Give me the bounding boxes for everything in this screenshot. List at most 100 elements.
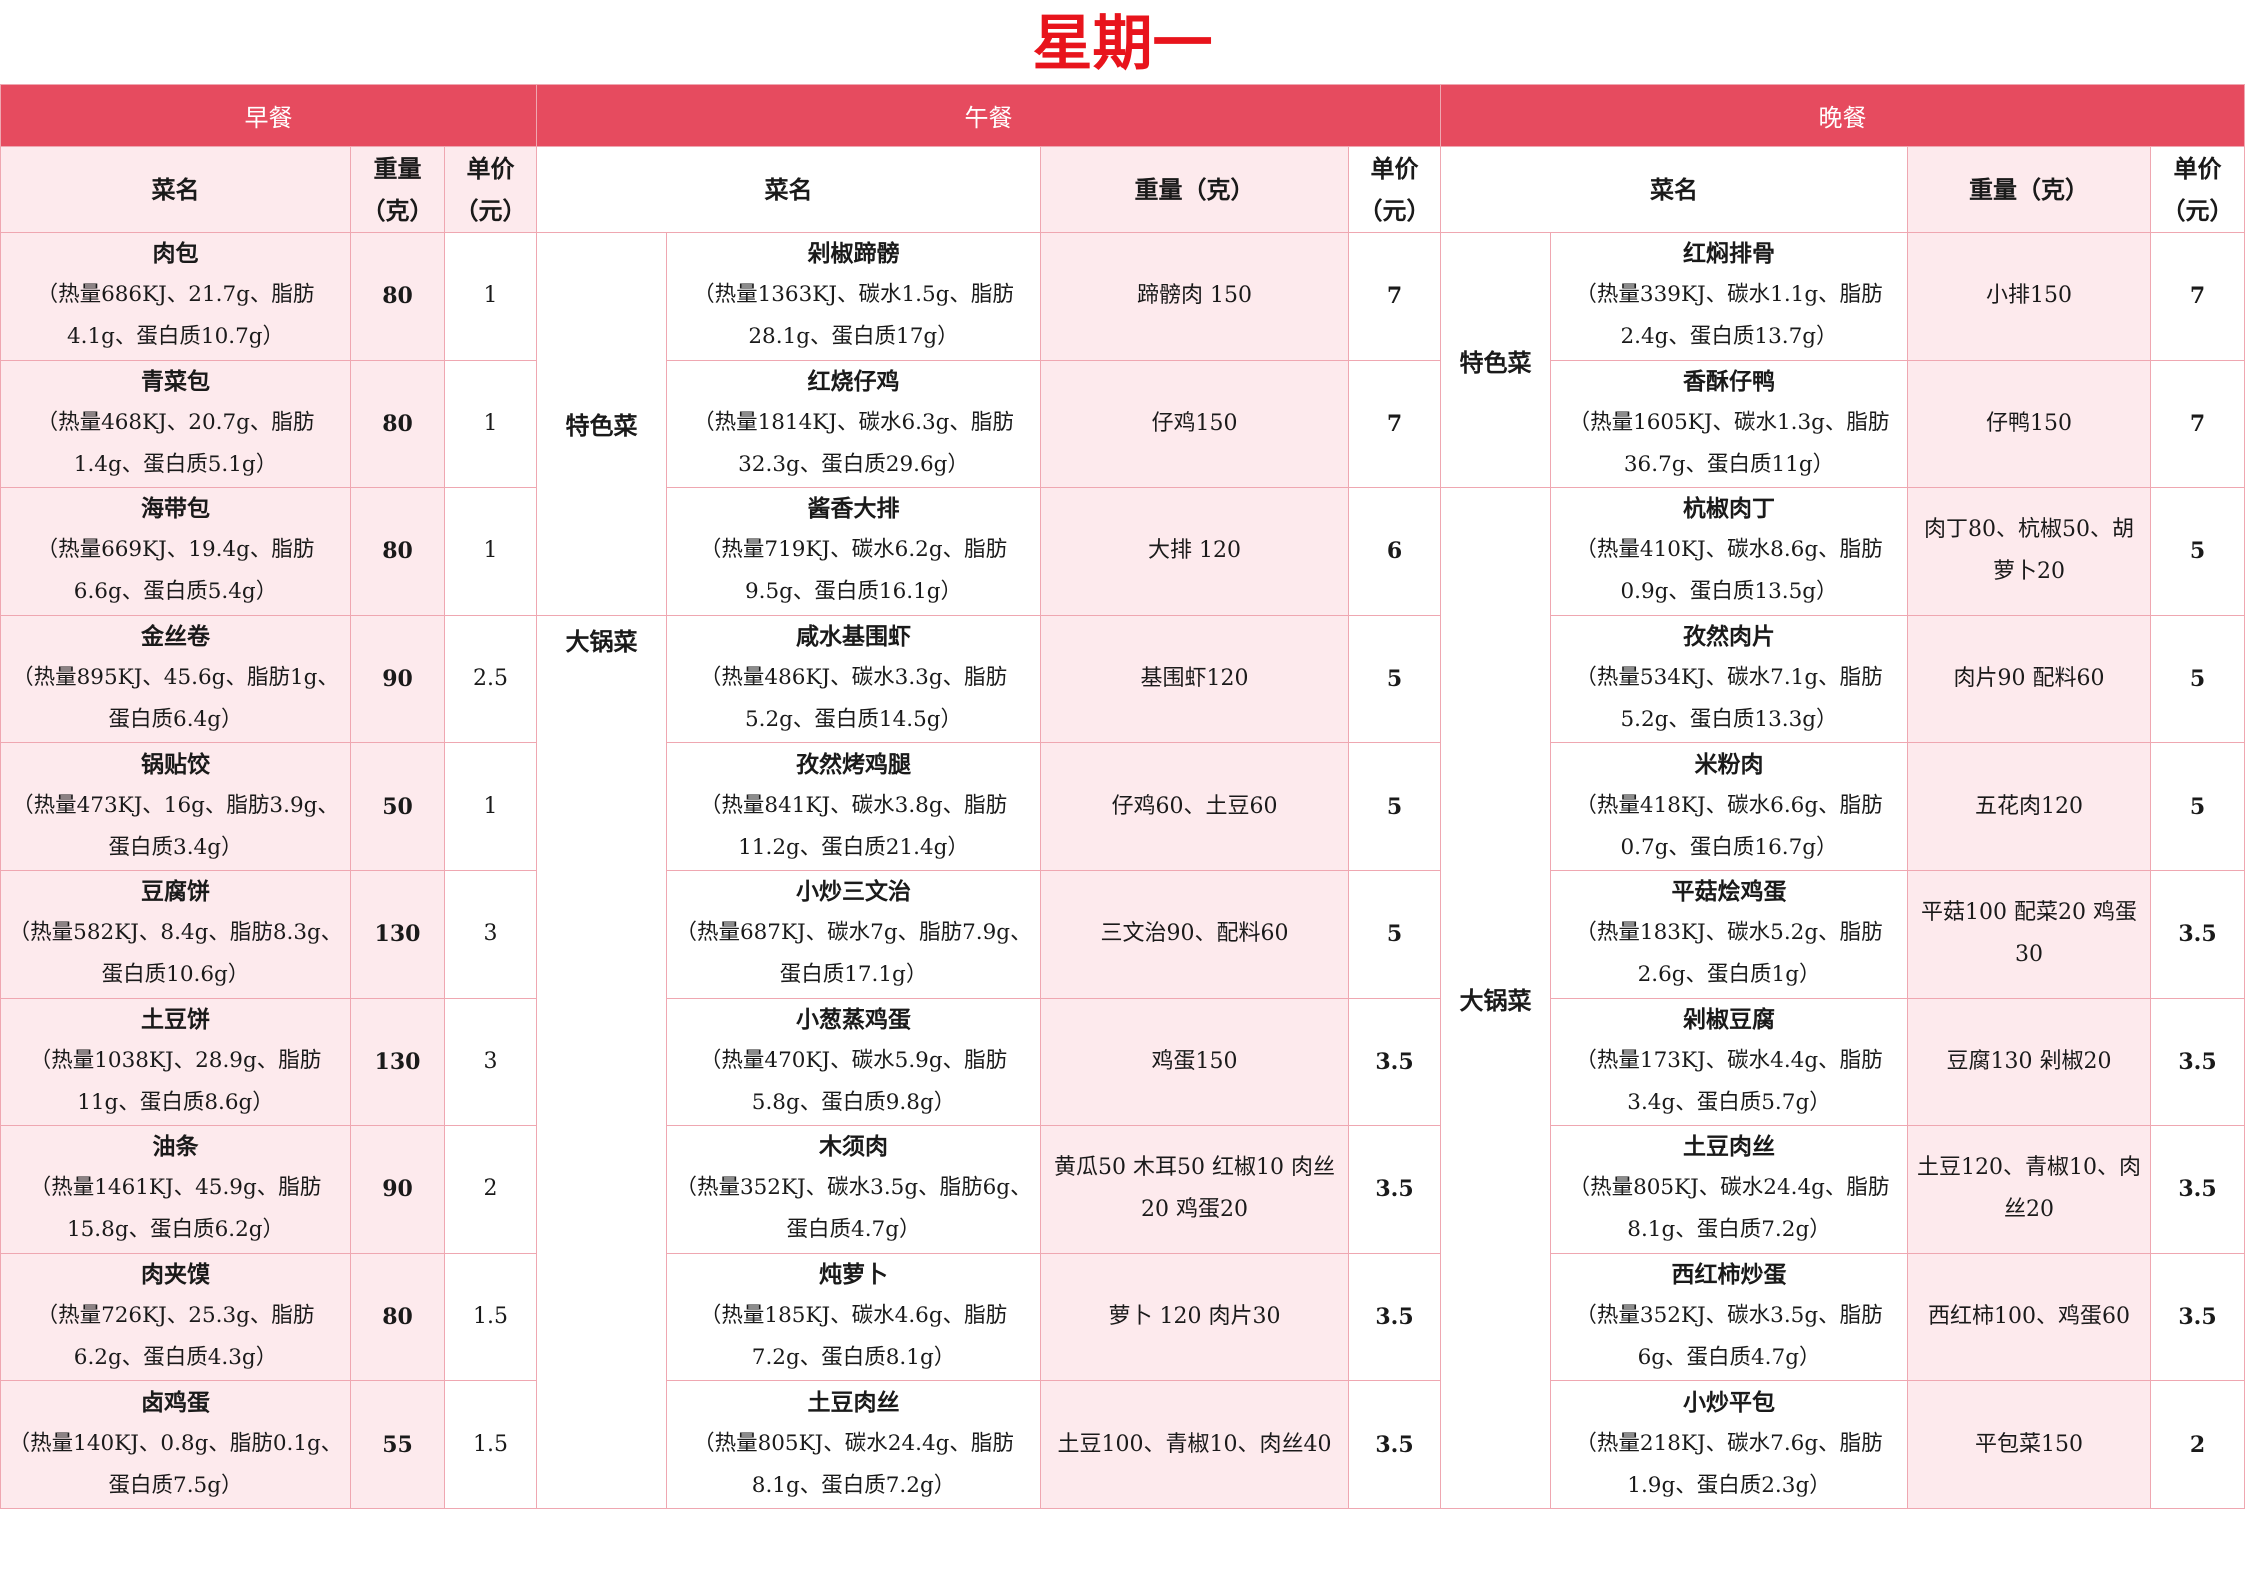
column-header-row: 菜名 重量（克） 单价（元） 菜名 重量（克） 单价（元） 菜名 重量（克） 单… — [0, 146, 2245, 233]
table-row: 锅贴饺 （热量473KJ、16g、脂肪3.9g、蛋白质3.4g） 50 1 孜然烤鸡腿 （… — [0, 742, 2245, 871]
lunch-price-cell: 7 — [1348, 232, 1442, 361]
dinner-dish-cell: 香酥仔鸭 （热量1605KJ、碳水1.3g、脂肪36.7g、蛋白质11g） — [1550, 359, 1909, 489]
breakfast-price-cell: 1.5 — [443, 1252, 538, 1382]
dish-name: 孜然烤鸡腿 — [796, 750, 912, 778]
dish-name: 炖萝卜 — [819, 1261, 889, 1289]
breakfast-weight-cell: 80 — [350, 232, 445, 361]
dinner-price-cell: 2 — [2150, 1380, 2245, 1509]
dish-nutrition: （热量352KJ、碳水3.5g、脂肪6g、蛋白质4.7g） — [675, 1175, 1032, 1243]
dinner-weight-cell: 肉片90 配料60 — [1907, 614, 2152, 744]
lunch-price-cell: 3.5 — [1348, 997, 1442, 1127]
dinner-dish-cell: 西红柿炒蛋 （热量352KJ、碳水3.5g、脂肪6g、蛋白质4.7g） — [1550, 1252, 1909, 1382]
lunch-dish-cell: 炖萝卜 （热量185KJ、碳水4.6g、脂肪7.2g、蛋白质8.1g） — [666, 1252, 1042, 1382]
dish-name: 孜然肉片 — [1683, 623, 1776, 651]
dinner-dish-cell: 剁椒豆腐 （热量173KJ、碳水4.4g、脂肪3.4g、蛋白质5.7g） — [1550, 997, 1909, 1127]
lunch-weight-cell: 大排 120 — [1040, 487, 1350, 616]
dish-nutrition: （热量1814KJ、碳水6.3g、脂肪32.3g、蛋白质29.6g） — [693, 409, 1014, 477]
breakfast-weight-cell: 80 — [350, 487, 445, 616]
dish-name: 金丝卷 — [141, 623, 210, 651]
lunch-price-cell: 3.5 — [1348, 1125, 1442, 1254]
dish-name: 锅贴饺 — [141, 750, 210, 778]
dish-nutrition: （热量185KJ、碳水4.6g、脂肪7.2g、蛋白质8.1g） — [699, 1303, 1008, 1371]
lunch-category-bigpot: 大锅菜 — [536, 614, 668, 1509]
breakfast-dish-cell: 锅贴饺 （热量473KJ、16g、脂肪3.9g、蛋白质3.4g） — [0, 742, 351, 871]
dish-nutrition: （热量1363KJ、碳水1.5g、脂肪28.1g、蛋白质17g） — [693, 282, 1014, 350]
lunch-dish-cell: 剁椒蹄髈 （热量1363KJ、碳水1.5g、脂肪28.1g、蛋白质17g） — [666, 232, 1042, 361]
lunch-col-price: 单价（元） — [1348, 146, 1442, 233]
dish-name: 肉夹馍 — [141, 1261, 210, 1289]
dinner-category-special: 特色菜 — [1440, 231, 1552, 489]
dinner-dish-cell: 米粉肉 （热量418KJ、碳水6.6g、脂肪0.7g、蛋白质16.7g） — [1550, 742, 1909, 871]
table-row: 卤鸡蛋 （热量140KJ、0.8g、脂肪0.1g、蛋白质7.5g） 55 1.5 土豆肉… — [0, 1380, 2245, 1509]
dinner-price-cell: 5 — [2150, 614, 2245, 744]
breakfast-weight-cell: 50 — [350, 742, 445, 871]
dinner-dish-cell: 小炒平包 （热量218KJ、碳水7.6g、脂肪1.9g、蛋白质2.3g） — [1550, 1380, 1909, 1509]
breakfast-price-cell: 3 — [443, 997, 538, 1127]
lunch-dish-cell: 红烧仔鸡 （热量1814KJ、碳水6.3g、脂肪32.3g、蛋白质29.6g） — [666, 359, 1042, 489]
breakfast-dish-cell: 金丝卷 （热量895KJ、45.6g、脂肪1g、蛋白质6.4g） — [0, 614, 351, 744]
dinner-dish-cell: 孜然肉片 （热量534KJ、碳水7.1g、脂肪5.2g、蛋白质13.3g） — [1550, 614, 1909, 744]
dish-name: 土豆肉丝 — [807, 1388, 900, 1416]
table-row: 土豆饼 （热量1038KJ、28.9g、脂肪11g、蛋白质8.6g） 130 3 小葱蒸… — [0, 997, 2245, 1127]
breakfast-col-price: 单价（元） — [443, 146, 538, 233]
dinner-dish-cell: 土豆肉丝 （热量805KJ、碳水24.4g、脂肪8.1g、蛋白质7.2g） — [1550, 1125, 1909, 1254]
dish-nutrition: （热量1605KJ、碳水1.3g、脂肪36.7g、蛋白质11g） — [1568, 409, 1890, 477]
breakfast-price-cell: 1 — [443, 359, 538, 489]
breakfast-col-weight: 重量（克） — [350, 146, 445, 233]
dinner-price-cell: 5 — [2150, 487, 2245, 616]
dish-name: 剁椒蹄髈 — [807, 240, 900, 268]
breakfast-weight-cell: 80 — [350, 1252, 445, 1382]
dish-nutrition: （热量726KJ、25.3g、脂肪6.2g、蛋白质4.3g） — [36, 1303, 315, 1371]
dish-name: 红焖排骨 — [1683, 240, 1776, 268]
dinner-price-cell: 7 — [2150, 232, 2245, 361]
lunch-dish-cell: 酱香大排 （热量719KJ、碳水6.2g、脂肪9.5g、蛋白质16.1g） — [666, 487, 1042, 616]
lunch-price-cell: 3.5 — [1348, 1252, 1442, 1382]
dish-nutrition: （热量669KJ、19.4g、脂肪6.6g、蛋白质5.4g） — [36, 537, 315, 605]
dish-name: 米粉肉 — [1694, 750, 1764, 778]
dish-name: 香酥仔鸭 — [1683, 367, 1776, 395]
dinner-weight-cell: 平包菜150 — [1907, 1380, 2152, 1509]
dinner-price-cell: 3.5 — [2150, 997, 2245, 1127]
lunch-weight-cell: 黄瓜50 木耳50 红椒10 肉丝20 鸡蛋20 — [1040, 1125, 1350, 1254]
table-row: 油条 （热量1461KJ、45.9g、脂肪15.8g、蛋白质6.2g） 90 2 木须肉… — [0, 1125, 2245, 1254]
dish-nutrition: （热量1038KJ、28.9g、脂肪11g、蛋白质8.6g） — [29, 1047, 322, 1115]
dish-nutrition: （热量805KJ、碳水24.4g、脂肪8.1g、蛋白质7.2g） — [693, 1430, 1014, 1498]
breakfast-weight-cell: 90 — [350, 1125, 445, 1254]
dish-name: 小炒平包 — [1683, 1388, 1776, 1416]
lunch-dish-cell: 小葱蒸鸡蛋 （热量470KJ、碳水5.9g、脂肪5.8g、蛋白质9.8g） — [666, 997, 1042, 1127]
dish-name: 肉包 — [152, 240, 199, 268]
breakfast-weight-cell: 90 — [350, 614, 445, 744]
dinner-weight-cell: 平菇100 配菜20 鸡蛋30 — [1907, 869, 2152, 999]
table-row: 肉夹馍 （热量726KJ、25.3g、脂肪6.2g、蛋白质4.3g） 80 1.5 炖萝… — [0, 1252, 2245, 1382]
dish-name: 青菜包 — [141, 367, 210, 395]
dish-nutrition: （热量534KJ、碳水7.1g、脂肪5.2g、蛋白质13.3g） — [1575, 665, 1883, 733]
meal-header-breakfast: 早餐 — [0, 84, 538, 147]
dish-nutrition: （热量719KJ、碳水6.2g、脂肪9.5g、蛋白质16.1g） — [699, 537, 1008, 605]
dish-nutrition: （热量687KJ、碳水7g、脂肪7.9g、蛋白质17.1g） — [675, 920, 1032, 988]
dish-nutrition: （热量486KJ、碳水3.3g、脂肪5.2g、蛋白质14.5g） — [699, 665, 1008, 733]
lunch-weight-cell: 土豆100、青椒10、肉丝40 — [1040, 1380, 1350, 1509]
dinner-dish-cell: 平菇烩鸡蛋 （热量183KJ、碳水5.2g、脂肪2.6g、蛋白质1g） — [1550, 869, 1909, 999]
dinner-col-price: 单价（元） — [2150, 146, 2245, 233]
lunch-price-cell: 7 — [1348, 359, 1442, 489]
breakfast-price-cell: 1 — [443, 487, 538, 616]
lunch-col-weight: 重量（克） — [1040, 146, 1350, 233]
dish-name: 酱香大排 — [807, 495, 900, 523]
lunch-dish-cell: 土豆肉丝 （热量805KJ、碳水24.4g、脂肪8.1g、蛋白质7.2g） — [666, 1380, 1042, 1509]
lunch-weight-cell: 仔鸡60、土豆60 — [1040, 742, 1350, 871]
breakfast-col-name: 菜名 — [0, 146, 351, 233]
breakfast-weight-cell: 55 — [350, 1380, 445, 1509]
dinner-weight-cell: 豆腐130 剁椒20 — [1907, 997, 2152, 1127]
lunch-weight-cell: 鸡蛋150 — [1040, 997, 1350, 1127]
meal-header-row: 早餐 午餐 晚餐 — [0, 84, 2245, 147]
dish-name: 卤鸡蛋 — [141, 1388, 210, 1416]
dish-nutrition: （热量686KJ、21.7g、脂肪4.1g、蛋白质10.7g） — [36, 282, 315, 350]
lunch-category-special: 特色菜 — [536, 232, 668, 616]
dinner-price-cell: 7 — [2150, 359, 2245, 489]
dinner-weight-cell: 肉丁80、杭椒50、胡萝卜20 — [1907, 487, 2152, 616]
dish-name: 杭椒肉丁 — [1683, 495, 1776, 523]
table-row: 金丝卷 （热量895KJ、45.6g、脂肪1g、蛋白质6.4g） 90 2.5 大锅菜咸… — [0, 614, 2245, 1509]
dish-nutrition: （热量1461KJ、45.9g、脂肪15.8g、蛋白质6.2g） — [29, 1175, 322, 1243]
dish-nutrition: （热量410KJ、碳水8.6g、脂肪0.9g、蛋白质13.5g） — [1575, 537, 1883, 605]
lunch-col-name: 菜名 — [536, 146, 1042, 233]
